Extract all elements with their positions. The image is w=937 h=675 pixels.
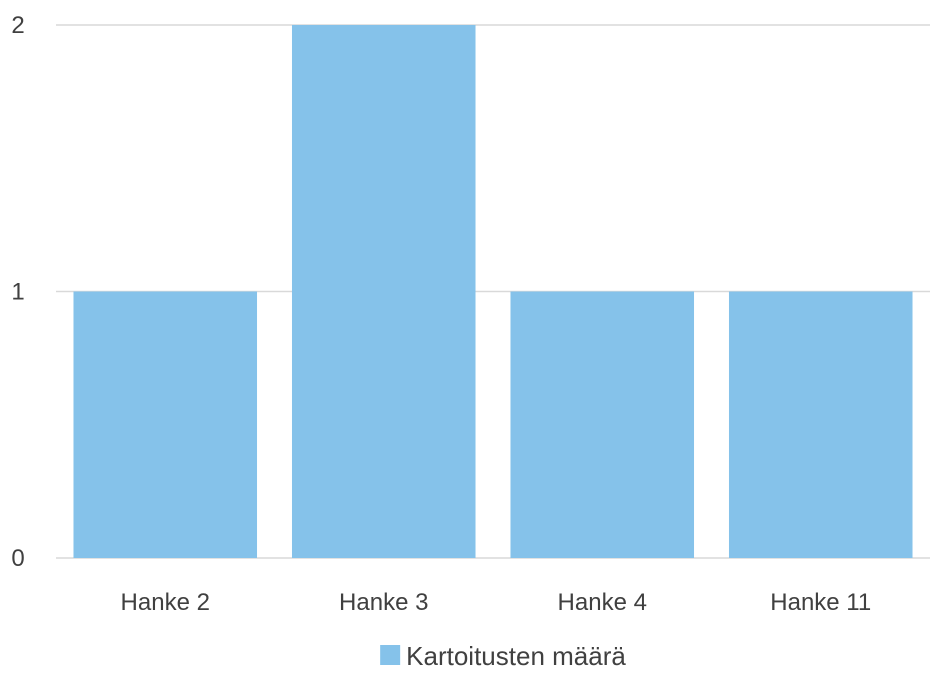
x-tick-label: Hanke 4: [558, 589, 647, 616]
x-tick-label: Hanke 2: [121, 589, 210, 616]
bars: [73, 25, 913, 558]
bar: [73, 291, 258, 558]
bar: [291, 25, 476, 558]
y-tick-label: 0: [11, 545, 24, 572]
y-axis-ticks: 0 1 2: [11, 12, 24, 572]
x-axis-ticks: Hanke 2 Hanke 3 Hanke 4 Hanke 11: [121, 589, 872, 616]
x-tick-label: Hanke 3: [339, 589, 428, 616]
x-tick-label: Hanke 11: [770, 589, 871, 616]
legend-swatch: [380, 645, 401, 665]
bar: [510, 291, 695, 558]
y-tick-label: 2: [11, 12, 24, 39]
y-tick-label: 1: [11, 279, 24, 306]
legend: Kartoitusten määrä: [380, 641, 626, 671]
legend-label: Kartoitusten määrä: [406, 641, 626, 671]
bar: [728, 291, 913, 558]
